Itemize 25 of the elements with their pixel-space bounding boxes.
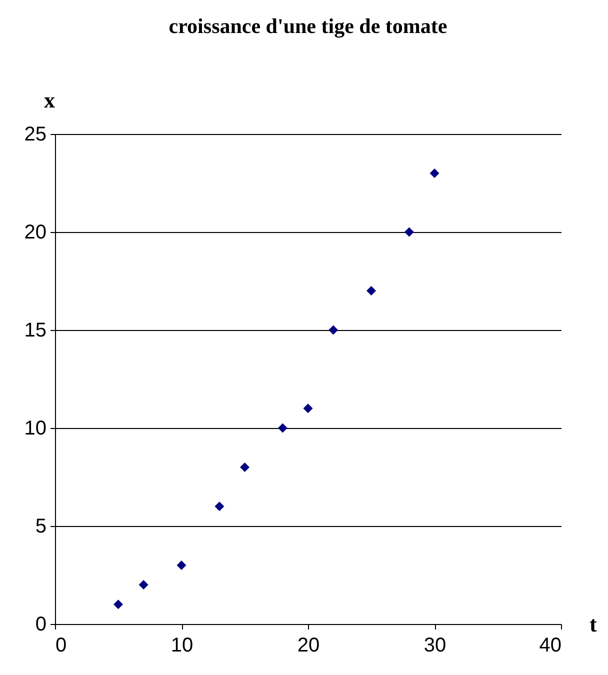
y-tick-label: 10 [24, 418, 46, 440]
x-tick-label: 0 [56, 634, 67, 656]
point [214, 502, 224, 512]
point [278, 423, 288, 433]
x-tick-label: 20 [297, 634, 320, 656]
point [328, 325, 338, 335]
x-tick-label: 40 [539, 634, 562, 656]
x-axis-title: t [590, 612, 598, 636]
point [366, 286, 376, 296]
y-tick-label: 20 [24, 222, 46, 244]
y-tick-label: 25 [24, 124, 46, 146]
point [303, 404, 313, 414]
point [176, 560, 186, 570]
point [114, 600, 123, 610]
point [138, 580, 148, 590]
x-tick-label: 30 [424, 634, 446, 656]
y-tick-label: 0 [35, 614, 46, 636]
point [240, 462, 250, 472]
point [404, 227, 414, 237]
chart-title: croissance d'une tige de tomate [168, 14, 448, 38]
point [430, 168, 440, 178]
x-tick-label: 10 [170, 634, 194, 656]
y-tick-label: 15 [24, 320, 46, 342]
y-tick-label: 5 [35, 516, 46, 538]
y-axis-title: x [44, 88, 55, 112]
